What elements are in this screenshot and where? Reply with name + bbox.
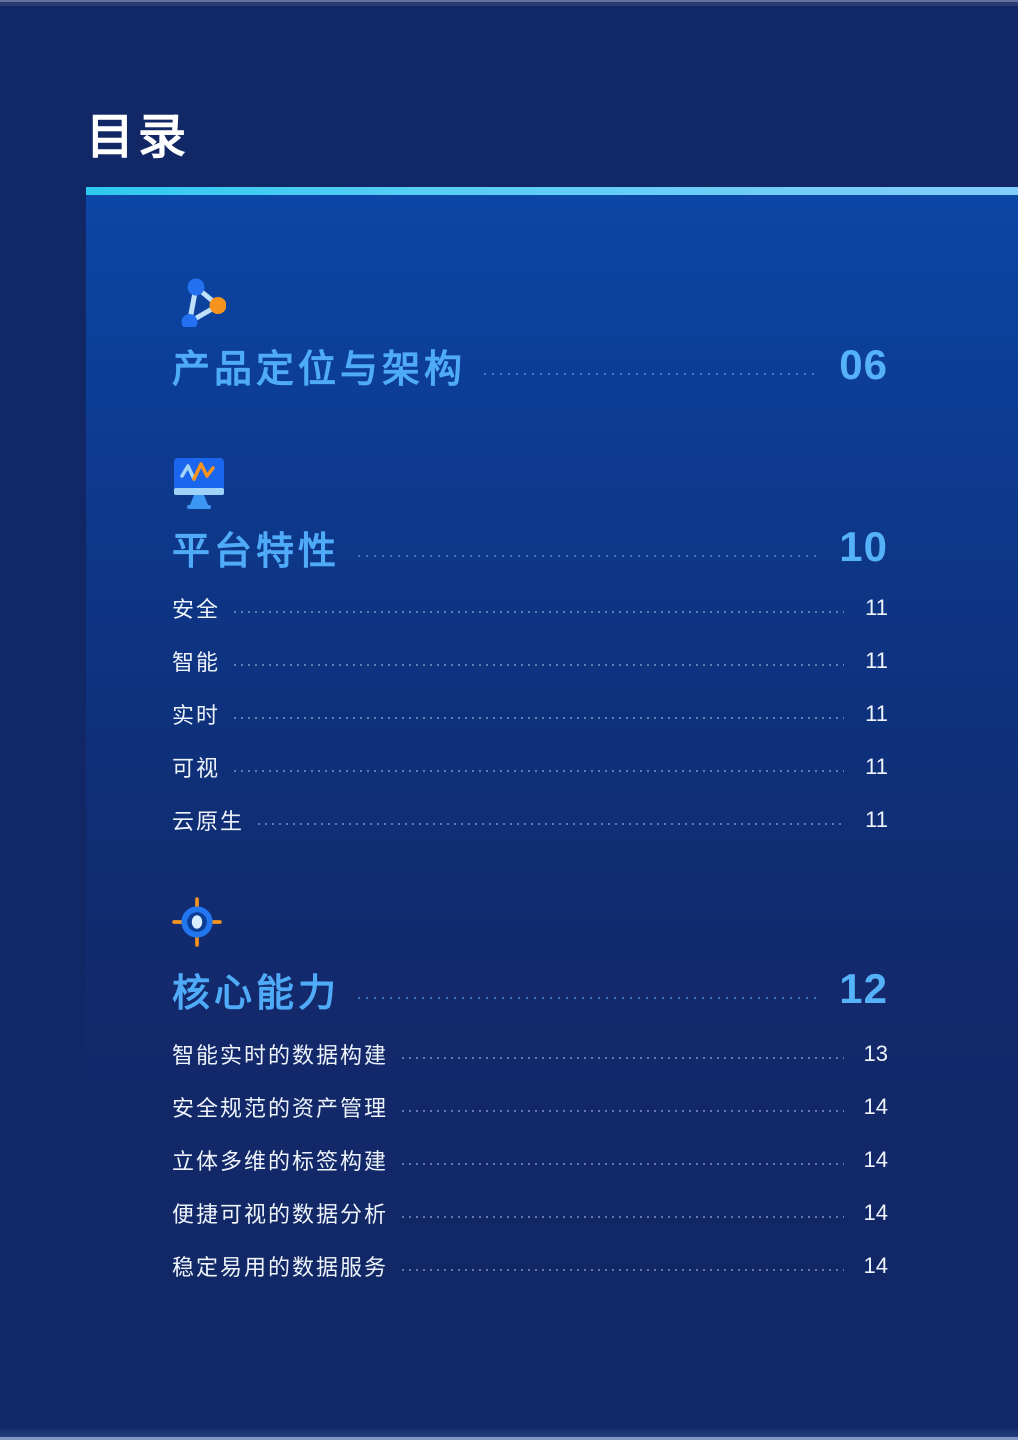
- share-nodes-icon: [172, 273, 228, 327]
- toc-subentry-page: 11: [865, 594, 888, 620]
- toc-sublist-platform: 安全 11 智能 11 实时 11 可视 11: [172, 581, 888, 846]
- toc-subentry[interactable]: 智能 11: [172, 634, 888, 687]
- toc-subentry-label: 实时: [172, 702, 221, 728]
- toc-subentry-page: 11: [865, 806, 888, 832]
- toc-subentry-label: 安全: [172, 596, 221, 622]
- toc-subentry-label: 智能: [172, 649, 221, 675]
- toc-entry-page: 10: [839, 523, 888, 570]
- dotted-leader: [258, 823, 844, 825]
- toc-entry-capability[interactable]: 核心能力 12: [172, 963, 888, 1015]
- dotted-leader: [234, 717, 844, 719]
- toc-subentry-page: 14: [863, 1093, 888, 1119]
- dotted-leader: [234, 664, 844, 666]
- toc-panel: 产品定位与架构 06 平台特性 10: [86, 195, 1018, 1440]
- toc-subentry-label: 云原生: [172, 808, 245, 834]
- dotted-leader: [358, 997, 820, 999]
- toc-subentry[interactable]: 云原生 11: [172, 793, 888, 846]
- dotted-leader: [402, 1163, 844, 1165]
- toc-subentry-label: 智能实时的数据构建: [172, 1042, 389, 1068]
- toc-subentry-page: 11: [865, 700, 888, 726]
- toc-subentry[interactable]: 可视 11: [172, 740, 888, 793]
- page-bottom-edge: [0, 1437, 1018, 1440]
- toc-entry-title: 平台特性: [172, 530, 341, 573]
- toc-subentry-page: 14: [863, 1252, 888, 1278]
- toc-subentry[interactable]: 立体多维的标签构建 14: [172, 1133, 888, 1186]
- toc-entry-page: 12: [839, 965, 888, 1012]
- toc-subentry[interactable]: 实时 11: [172, 687, 888, 740]
- dotted-leader: [402, 1216, 844, 1218]
- toc-subentry-label: 可视: [172, 755, 221, 781]
- toc-subentry-label: 安全规范的资产管理: [172, 1095, 389, 1121]
- dotted-leader: [484, 373, 820, 375]
- dotted-leader: [234, 770, 844, 772]
- toc-subentry-label: 稳定易用的数据服务: [172, 1254, 389, 1280]
- toc-entry-title: 核心能力: [172, 972, 341, 1015]
- page-title: 目录: [86, 111, 191, 164]
- toc-subentry[interactable]: 智能实时的数据构建 13: [172, 1027, 888, 1080]
- toc-section-capability: 核心能力 12 智能实时的数据构建 13 安全规范的资产管理 14 立体多维的标…: [172, 897, 888, 1292]
- page-top-edge: [0, 0, 1018, 6]
- toc-entry-platform[interactable]: 平台特性 10: [172, 521, 888, 573]
- dotted-leader: [402, 1269, 844, 1271]
- toc-entry-page: 06: [839, 341, 888, 388]
- toc-subentry-label: 便捷可视的数据分析: [172, 1201, 389, 1227]
- toc-entry-title: 产品定位与架构: [172, 348, 467, 391]
- toc-subentry-page: 14: [863, 1146, 888, 1172]
- toc-subentry[interactable]: 安全规范的资产管理 14: [172, 1080, 888, 1133]
- dotted-leader: [402, 1110, 844, 1112]
- toc-subentry[interactable]: 便捷可视的数据分析 14: [172, 1186, 888, 1239]
- accent-divider-line: [86, 187, 1018, 195]
- toc-subentry-page: 13: [863, 1040, 888, 1066]
- monitor-waveform-icon: [172, 455, 228, 509]
- toc-subentry-page: 11: [865, 753, 888, 779]
- toc-sublist-capability: 智能实时的数据构建 13 安全规范的资产管理 14 立体多维的标签构建 14 便…: [172, 1027, 888, 1292]
- toc-subentry[interactable]: 安全 11: [172, 581, 888, 634]
- target-icon: [172, 897, 228, 951]
- dotted-leader: [402, 1057, 844, 1059]
- page-bottom-fade: [0, 1427, 1018, 1437]
- toc-subentry-page: 14: [863, 1199, 888, 1225]
- toc-subentry-page: 11: [865, 647, 888, 673]
- toc-subentry[interactable]: 稳定易用的数据服务 14: [172, 1239, 888, 1292]
- toc-subentry-label: 立体多维的标签构建: [172, 1148, 389, 1174]
- toc-content: 产品定位与架构 06 平台特性 10: [86, 195, 1018, 1292]
- toc-section-platform: 平台特性 10 安全 11 智能 11 实时 11: [172, 455, 888, 846]
- dotted-leader: [234, 611, 844, 613]
- toc-section-product: 产品定位与架构 06: [172, 273, 888, 391]
- toc-entry-product[interactable]: 产品定位与架构 06: [172, 339, 888, 391]
- dotted-leader: [358, 555, 820, 557]
